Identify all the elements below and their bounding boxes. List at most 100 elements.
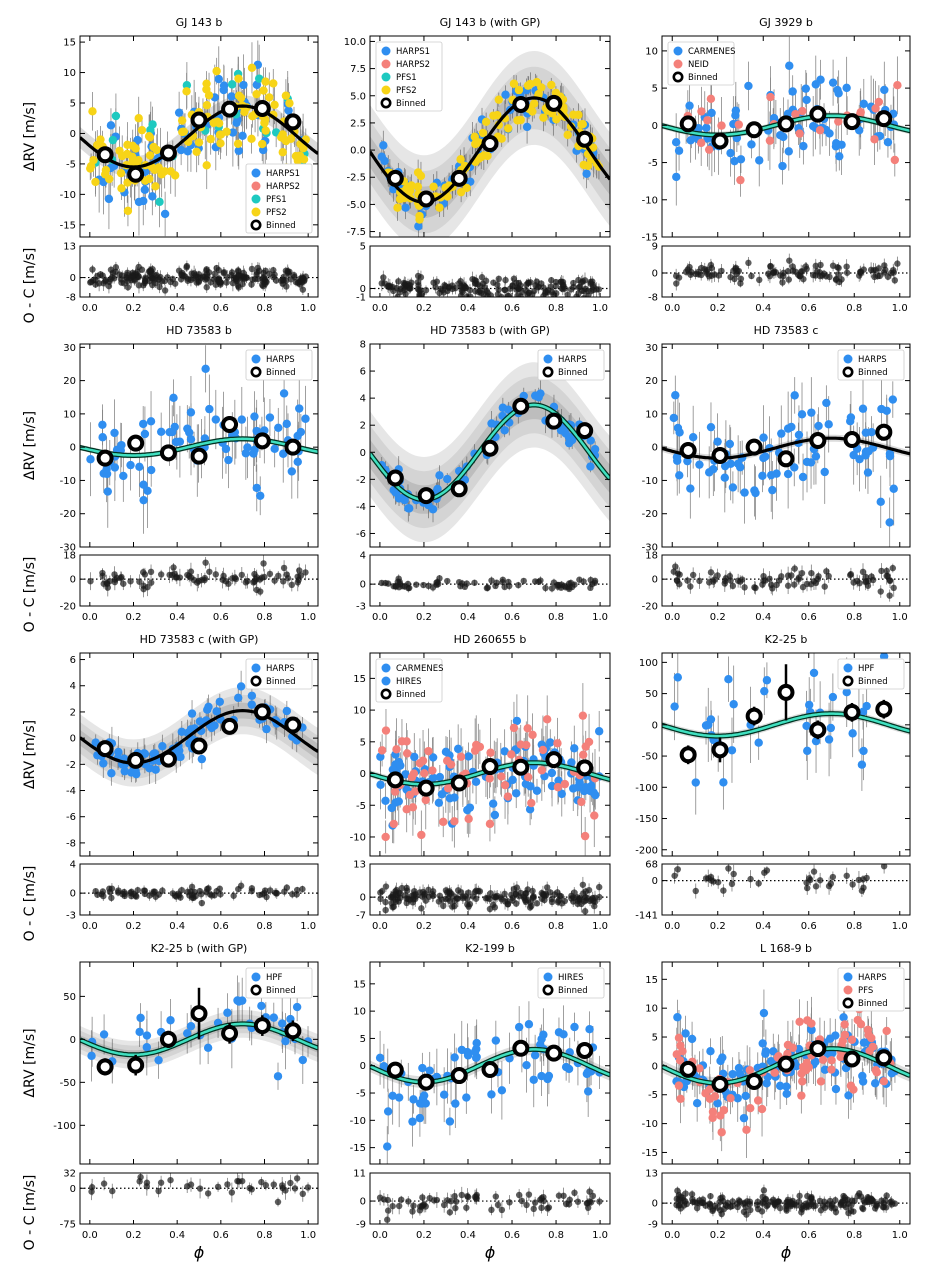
data-point	[160, 209, 170, 219]
data-point	[146, 125, 155, 135]
residual-point	[799, 268, 806, 275]
data-point	[104, 174, 114, 184]
data-point	[528, 730, 537, 740]
residual-point	[253, 271, 260, 278]
data-point	[858, 707, 868, 717]
data-point	[265, 413, 275, 422]
data-point	[766, 92, 775, 102]
residual-point	[140, 582, 147, 589]
residual-point	[877, 588, 884, 595]
data-point	[376, 752, 385, 761]
ytick-label: -4	[66, 786, 76, 797]
data-point	[126, 460, 135, 470]
data-point	[578, 711, 588, 720]
ytick-label: -200	[635, 845, 658, 856]
panel-title: HD 73583 b (with GP)	[430, 324, 550, 337]
residual-point	[416, 889, 424, 896]
data-point	[128, 157, 137, 166]
main-frame	[369, 35, 611, 238]
data-point	[103, 487, 112, 496]
model-line	[370, 403, 610, 501]
data-point	[114, 747, 123, 757]
data-point	[282, 419, 291, 429]
data-point	[768, 485, 777, 495]
main-plot-area	[370, 683, 610, 856]
legend-marker-binned	[842, 366, 854, 378]
residual-point	[270, 266, 277, 274]
residual-point	[480, 290, 488, 297]
residual-point	[212, 571, 220, 578]
residual-point	[434, 578, 441, 586]
data-point	[393, 203, 402, 212]
residual-point	[472, 288, 479, 295]
residual-point	[698, 271, 705, 279]
residual-point	[201, 574, 209, 582]
binned-point	[190, 737, 208, 755]
residual-point	[398, 884, 406, 892]
binned-point	[512, 397, 530, 415]
data-point	[670, 702, 679, 711]
binned-point	[284, 113, 302, 131]
data-point	[424, 746, 433, 756]
ytick-label: -2	[356, 475, 366, 486]
xtick-label: 0.4	[460, 921, 476, 932]
residual-point	[198, 899, 206, 907]
residual-point	[502, 276, 509, 284]
data-point	[99, 1030, 109, 1039]
ytick-label: -10	[60, 190, 76, 201]
residual-point	[880, 269, 888, 276]
data-point	[158, 742, 167, 751]
data-point	[170, 422, 179, 432]
residual-point	[530, 894, 537, 901]
residual-point	[748, 272, 755, 280]
resid-ytick-label: -8	[648, 293, 658, 304]
residual-point	[880, 864, 888, 870]
data-point	[871, 104, 880, 113]
data-point	[567, 758, 576, 767]
residual-point	[302, 569, 309, 576]
data-point	[462, 183, 471, 193]
residual-point	[272, 889, 279, 896]
residual-point	[87, 578, 94, 585]
data-point	[183, 424, 192, 433]
residual-point	[391, 896, 399, 903]
residual-frame	[661, 554, 911, 607]
data-point	[864, 447, 873, 456]
panel-title: HD 260655 b	[454, 633, 527, 646]
residual-point	[671, 872, 678, 879]
residual-point	[108, 894, 115, 902]
legend-marker-binned	[380, 688, 392, 700]
data-point	[799, 141, 808, 151]
data-point	[797, 410, 807, 419]
residual-point	[533, 900, 541, 907]
data-point	[139, 196, 148, 206]
residual-point	[103, 579, 110, 586]
data-point	[673, 673, 682, 682]
data-point	[762, 676, 772, 685]
residual-point	[571, 889, 578, 896]
data-point	[547, 80, 556, 90]
binned-point	[875, 110, 893, 128]
data-point	[523, 724, 532, 733]
data-point	[212, 66, 221, 76]
data-point	[250, 412, 259, 421]
residual-point	[565, 585, 573, 593]
xtick-label: 0.2	[126, 612, 142, 623]
residual-point	[843, 872, 850, 879]
residual-point	[570, 894, 578, 901]
residual-point	[156, 283, 163, 291]
data-point	[472, 740, 481, 750]
resid-ytick-label: 13	[353, 860, 366, 871]
residual-point	[422, 286, 430, 294]
ytick-label: 10	[645, 409, 658, 420]
residual-point	[725, 865, 732, 872]
ylabel-rv-row3: ΔRV [m/s]	[22, 720, 38, 789]
data-point	[720, 473, 729, 482]
ytick-label: -15	[60, 220, 76, 231]
model-line	[662, 436, 910, 460]
data-point	[671, 137, 681, 147]
data-point	[801, 84, 811, 93]
data-point	[694, 124, 703, 133]
binned-point	[679, 115, 697, 133]
residual-point	[894, 260, 901, 267]
